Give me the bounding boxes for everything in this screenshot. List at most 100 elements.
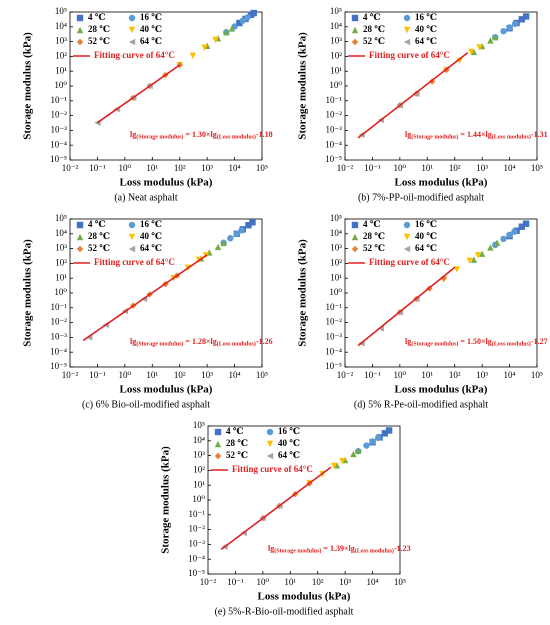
y-tick-label: 10³ (330, 243, 342, 253)
legend-marker (76, 245, 84, 253)
point (381, 430, 389, 437)
legend-marker (214, 452, 222, 460)
x-tick-label: 10⁴ (229, 370, 241, 380)
x-tick-label: 10⁵ (531, 163, 543, 173)
legend-label: 4 ℃ (88, 12, 106, 22)
x-tick-label: 10¹ (146, 163, 158, 173)
point (476, 44, 483, 51)
x-tick-label: 10⁻² (200, 577, 217, 587)
y-axis-label: Storage modulus (kPa) (297, 32, 309, 140)
equation-part: = 1.50×lg (458, 337, 491, 346)
legend-marker (403, 221, 411, 229)
point (506, 231, 513, 239)
x-tick-label: 10¹ (284, 577, 296, 587)
chart-panel: 10⁻⁵ 10⁻⁴ 10⁻³ 10⁻² 10⁻¹ 10⁰ 10¹ 10² 10³ 10⁴ 10⁵ 10… (22, 213, 273, 410)
chart-panel: 10⁻⁵ 10⁻⁴ 10⁻³ 10⁻² 10⁻¹ 10⁰ 10¹ 10² 10³ 10⁴ 10⁵ 10… (297, 6, 548, 203)
x-tick-label: 10² (174, 370, 186, 380)
y-tick-label: 10² (330, 50, 342, 60)
x-tick-label: 10¹ (146, 370, 158, 380)
equation: lg(Storage modulus) = 1.39×lg(Loss modul… (268, 544, 411, 555)
y-tick-label: 10⁻⁴ (188, 553, 205, 563)
point (506, 24, 513, 31)
legend-label: 4 ℃ (363, 219, 381, 229)
legend-label: 28 ℃ (226, 438, 248, 448)
y-tick-label: 10¹ (55, 65, 67, 75)
y-tick-label: 10⁴ (330, 228, 342, 238)
equation-part: (Loss modulus) (217, 341, 256, 348)
fit-line (82, 254, 208, 342)
equation-part: (Storage modulus) (136, 341, 183, 348)
legend-marker (403, 245, 411, 253)
x-tick-label: 10² (449, 163, 461, 173)
point (239, 17, 247, 24)
y-axis-label: Storage modulus (kPa) (160, 446, 172, 554)
legend-marker (351, 14, 359, 22)
legend-marker (214, 428, 222, 436)
point (238, 227, 245, 234)
y-tick-label: 10⁻¹ (189, 509, 206, 519)
equation-part: (Storage modulus) (274, 548, 321, 555)
y-axis-label: Storage modulus (kPa) (22, 32, 34, 140)
x-axis-label: Loss modulus (kPa) (258, 591, 351, 603)
legend-label: 4 ℃ (363, 12, 381, 22)
point (233, 230, 240, 237)
point (453, 266, 461, 273)
x-tick-label: 10⁻² (62, 370, 79, 380)
x-tick-label: 10⁻¹ (89, 370, 106, 380)
caption: (e) 5%-R-Bio-oil-modified asphalt (215, 606, 354, 617)
legend-marker (214, 440, 222, 448)
y-tick-label: 10⁻⁴ (325, 139, 342, 149)
point (518, 16, 526, 23)
y-tick-label: 10⁰ (54, 287, 67, 297)
x-tick-label: 10⁴ (504, 370, 516, 380)
legend-marker (351, 38, 359, 46)
y-tick-label: 10⁻⁵ (325, 154, 342, 164)
y-tick-label: 10⁻⁵ (325, 361, 342, 371)
x-tick-label: 10¹ (421, 370, 433, 380)
x-tick-label: 10⁻¹ (89, 163, 106, 173)
point (493, 239, 501, 246)
fit-line (357, 266, 456, 347)
fit-line (357, 51, 469, 139)
legend-label: 28 ℃ (363, 231, 385, 241)
legend-label: 64 ℃ (140, 36, 162, 46)
y-tick-label: 10⁻³ (51, 331, 68, 341)
point (201, 44, 208, 51)
point (189, 52, 197, 59)
point (369, 438, 376, 445)
point (478, 250, 486, 257)
y-tick-label: 10⁴ (193, 435, 205, 445)
point (470, 256, 478, 263)
legend-label: 40 ℃ (415, 24, 437, 34)
legend-marker (128, 245, 136, 253)
point (522, 13, 530, 20)
y-tick-label: 10² (330, 257, 342, 267)
legend-label: 64 ℃ (140, 243, 162, 253)
x-tick-label: 10² (312, 577, 324, 587)
x-axis-label: Loss modulus (kPa) (120, 177, 213, 189)
equation: lg(Storage modulus) = 1.30×lg(Loss modul… (130, 130, 273, 141)
equation-part: -1.27 (531, 337, 548, 346)
y-tick-label: 10¹ (330, 65, 342, 75)
legend-fit-label: Fitting curve of 64°C (369, 50, 450, 60)
x-tick-label: 10¹ (421, 163, 433, 173)
point (236, 19, 243, 27)
y-tick-label: 10⁵ (330, 6, 342, 16)
point (250, 9, 257, 17)
y-tick-label: 10⁰ (329, 80, 342, 90)
legend-marker (351, 26, 359, 34)
y-tick-label: 10⁻¹ (326, 302, 343, 312)
x-tick-label: 10⁻² (62, 163, 79, 173)
caption: (a) Neat asphalt (114, 192, 178, 203)
y-tick-label: 10⁴ (55, 228, 67, 238)
equation-part: lg (405, 337, 411, 346)
legend-label: 52 ℃ (363, 243, 385, 253)
y-tick-label: 10⁻³ (326, 124, 343, 134)
caption: (b) 7%-PP-oil-modified asphalt (358, 192, 484, 203)
point (474, 252, 482, 259)
chart-panel: 10⁻⁵ 10⁻⁴ 10⁻³ 10⁻² 10⁻¹ 10⁰ 10¹ 10² 10³ 10⁴ 10⁵ 10… (297, 213, 548, 410)
legend-marker (266, 452, 274, 460)
equation-part: lg (130, 130, 136, 139)
x-tick-label: 10³ (201, 370, 213, 380)
